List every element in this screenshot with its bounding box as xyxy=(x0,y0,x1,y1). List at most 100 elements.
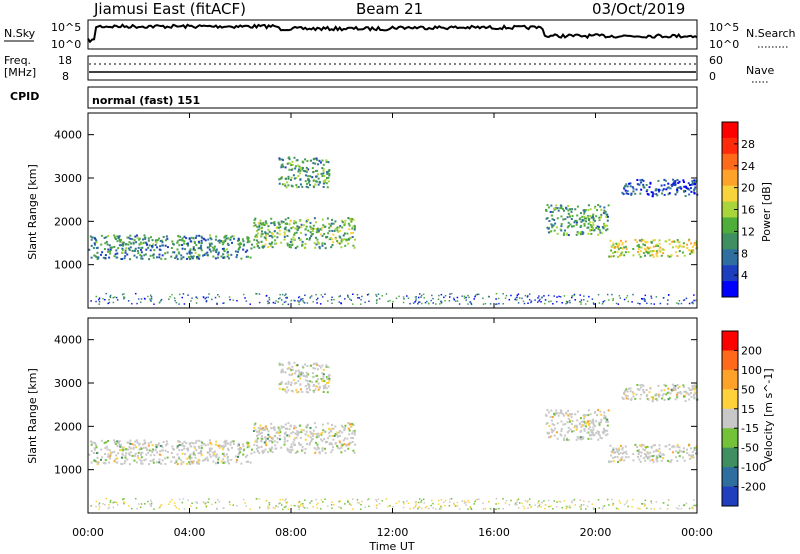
colorbar-tick-label: 8 xyxy=(741,247,748,260)
velocity-echo-cell xyxy=(123,462,126,465)
power-echo-cell xyxy=(538,299,540,302)
velocity-echo-cell xyxy=(109,451,112,454)
power-echo-cell xyxy=(682,299,685,302)
velocity-echo-cell xyxy=(351,440,354,443)
power-echo-cell xyxy=(297,296,300,299)
power-echo-cell xyxy=(599,231,602,234)
velocity-echo-cell xyxy=(298,431,301,434)
power-echo-cell xyxy=(118,244,121,247)
velocity-echo-cell xyxy=(467,499,469,502)
velocity-echo-cell xyxy=(237,453,240,456)
velocity-echo-cell xyxy=(285,498,287,500)
velocity-echo-cell xyxy=(623,459,626,462)
power-echo-cell xyxy=(126,253,129,256)
power-echo-cell xyxy=(299,166,302,169)
power-echo-cell xyxy=(257,241,260,244)
power-echo-cell xyxy=(348,218,351,221)
power-echo-cell xyxy=(469,301,471,303)
freq-label-2: [MHz] xyxy=(4,66,36,79)
power-echo-cell xyxy=(298,301,300,303)
power-echo-cell xyxy=(323,180,326,183)
velocity-echo-cell xyxy=(228,501,231,503)
power-echo-cell xyxy=(552,224,555,227)
velocity-echo-cell xyxy=(127,448,130,451)
velocity-echo-cell xyxy=(290,432,293,435)
power-echo-cell xyxy=(181,237,184,240)
power-echo-cell xyxy=(240,257,243,260)
power-echo-cell xyxy=(229,238,232,241)
velocity-echo-cell xyxy=(541,501,543,504)
velocity-echo-cell xyxy=(200,452,203,455)
velocity-echo-cell xyxy=(604,429,607,432)
velocity-echo-cell xyxy=(619,444,622,447)
velocity-echo-cell xyxy=(323,385,326,388)
power-echo-cell xyxy=(409,302,411,305)
velocity-echo-cell xyxy=(523,507,526,510)
power-echo-cell xyxy=(298,238,301,241)
power-echo-cell xyxy=(252,224,255,227)
power-echo-cell xyxy=(140,242,143,245)
velocity-echo-cell xyxy=(678,449,681,452)
velocity-echo-cell xyxy=(350,504,353,506)
power-echo-cell xyxy=(309,296,312,298)
power-echo-cell xyxy=(606,215,609,218)
velocity-echo-cell xyxy=(440,507,443,509)
velocity-echo-cell xyxy=(205,504,208,507)
velocity-echo-cell xyxy=(302,502,304,505)
power-echo-cell xyxy=(311,176,314,179)
velocity-echo-cell xyxy=(579,422,582,425)
power-echo-cell xyxy=(691,245,694,248)
velocity-echo-cell xyxy=(229,443,232,446)
power-echo-cell xyxy=(144,241,147,244)
power-echo-cell xyxy=(133,249,136,252)
velocity-echo-cell xyxy=(284,427,287,430)
power-echo-cell xyxy=(439,300,442,303)
power-echo-cell xyxy=(645,183,648,186)
power-echo-cell xyxy=(682,242,685,245)
velocity-echo-cell xyxy=(412,507,415,509)
velocity-echo-cell xyxy=(689,392,692,395)
velocity-echo-cell xyxy=(98,508,100,510)
velocity-echo-cell xyxy=(282,364,285,367)
velocity-echo-cell xyxy=(332,438,335,441)
power-echo-cell xyxy=(317,229,320,232)
velocity-echo-cell xyxy=(592,420,595,423)
power-echo-cell xyxy=(190,240,193,243)
velocity-echo-cell xyxy=(505,499,508,502)
velocity-echo-cell xyxy=(495,497,498,500)
power-echo-cell xyxy=(264,232,267,235)
power-echo-cell xyxy=(267,225,270,228)
power-echo-cell xyxy=(283,233,286,236)
velocity-echo-cell xyxy=(618,459,621,462)
velocity-echo-cell xyxy=(289,384,292,387)
power-echo-cell xyxy=(176,241,179,244)
power-echo-cell xyxy=(181,247,184,250)
power-echo-cell xyxy=(675,251,678,254)
power-echo-cell xyxy=(310,233,313,236)
power-echo-cell xyxy=(563,295,566,297)
power-ylabel: Slant Range [km] xyxy=(26,164,39,260)
velocity-echo-cell xyxy=(639,460,642,463)
velocity-echo-cell xyxy=(214,462,217,465)
power-echo-cell xyxy=(430,299,432,302)
power-echo-cell xyxy=(268,298,271,301)
velocity-echo-cell xyxy=(290,504,292,507)
power-echo-cell xyxy=(567,234,570,237)
power-echo-cell xyxy=(690,251,693,254)
velocity-echo-cell xyxy=(584,508,587,510)
power-echo-cell xyxy=(627,300,629,303)
velocity-echo-cell xyxy=(693,386,696,389)
power-echo-cell xyxy=(153,249,156,252)
power-echo-cell xyxy=(565,207,568,210)
velocity-echo-cell xyxy=(550,409,553,412)
power-echo-cell xyxy=(300,223,303,226)
power-echo-cell xyxy=(204,297,207,300)
y-tick-label: 1000 xyxy=(54,259,82,272)
velocity-echo-cell xyxy=(124,460,127,463)
power-echo-cell xyxy=(158,248,161,251)
power-echo-cell xyxy=(502,293,504,295)
velocity-echo-cell xyxy=(678,385,681,388)
power-echo-cell xyxy=(550,230,553,233)
power-echo-cell xyxy=(295,159,298,162)
power-echo-cell xyxy=(663,184,666,187)
